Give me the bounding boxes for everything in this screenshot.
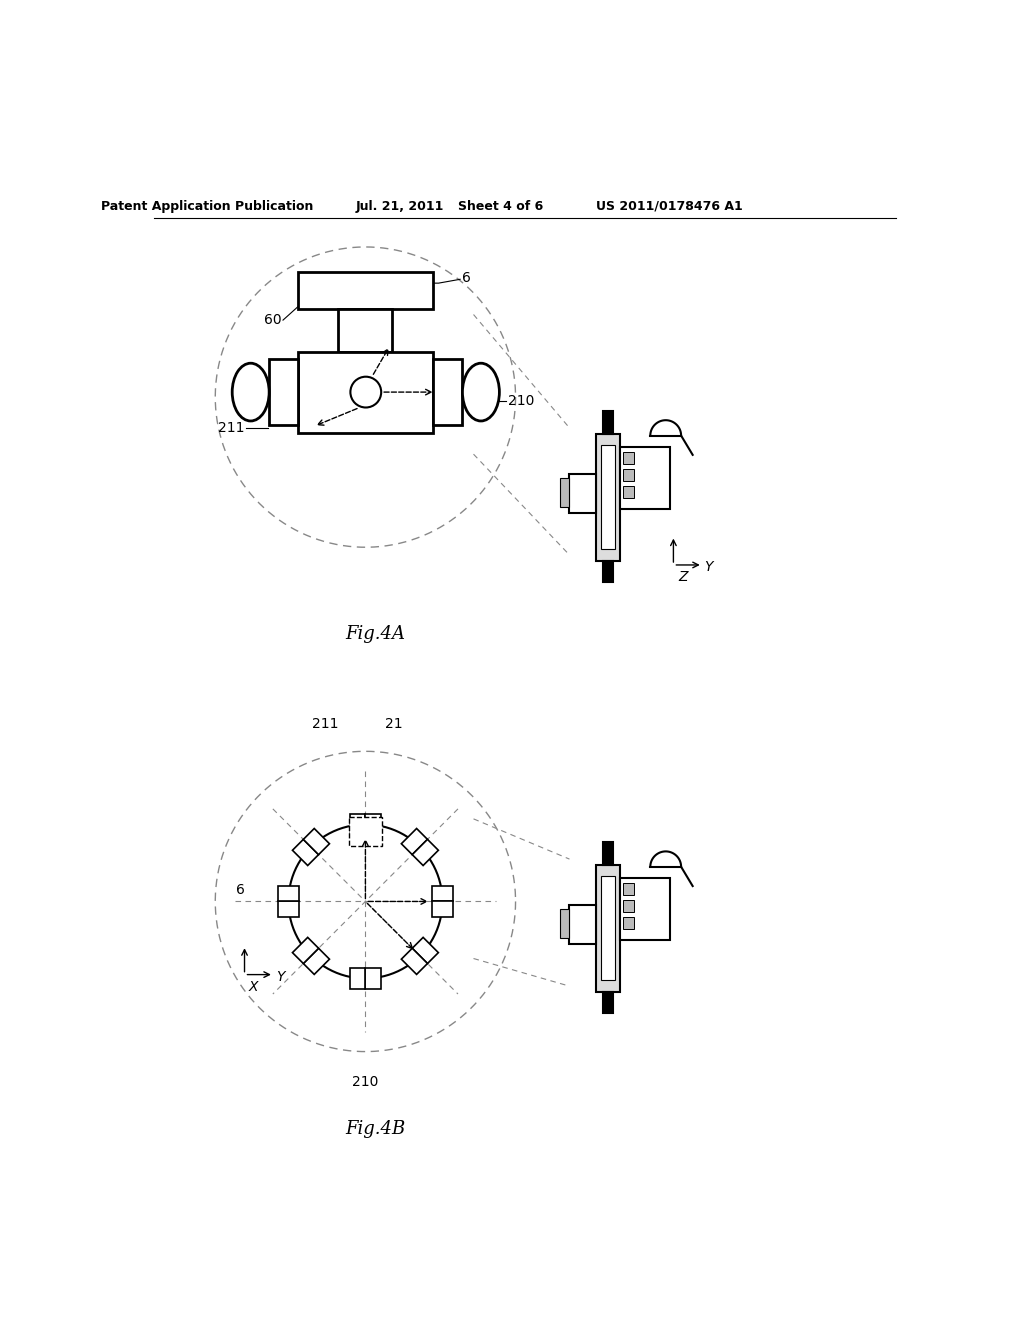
Text: 60: 60	[264, 313, 282, 327]
Bar	[602, 561, 613, 582]
Bar	[560, 909, 569, 939]
Text: 210: 210	[352, 1076, 379, 1089]
Bar	[620, 878, 670, 940]
Bar	[601, 445, 614, 549]
Bar	[602, 991, 613, 1014]
Polygon shape	[293, 840, 318, 866]
Bar	[624, 917, 634, 929]
Text: Y: Y	[705, 560, 713, 574]
Text: Fig.4A: Fig.4A	[345, 626, 406, 643]
Text: 210: 210	[508, 393, 535, 408]
Bar	[620, 447, 670, 508]
Polygon shape	[401, 829, 427, 854]
Bar	[569, 474, 596, 512]
Bar	[569, 906, 596, 944]
Polygon shape	[401, 948, 427, 974]
Polygon shape	[366, 813, 381, 836]
Circle shape	[350, 376, 381, 408]
Bar	[624, 486, 634, 498]
Text: 211: 211	[218, 421, 245, 434]
Ellipse shape	[232, 363, 269, 421]
Text: Patent Application Publication: Patent Application Publication	[101, 199, 313, 213]
Bar	[624, 469, 634, 480]
Text: 6: 6	[236, 883, 245, 896]
Ellipse shape	[463, 363, 500, 421]
Bar	[624, 451, 634, 465]
Text: Jul. 21, 2011: Jul. 21, 2011	[356, 199, 444, 213]
Bar	[433, 359, 463, 425]
Text: 6: 6	[462, 271, 471, 285]
Text: 211: 211	[312, 717, 339, 731]
Text: Z: Z	[678, 570, 687, 585]
Bar	[602, 411, 613, 434]
Bar	[339, 309, 392, 351]
Polygon shape	[303, 829, 330, 854]
Bar	[596, 434, 620, 561]
Polygon shape	[293, 937, 318, 964]
Polygon shape	[366, 968, 381, 989]
Text: X: X	[249, 979, 258, 994]
Bar	[602, 842, 613, 865]
Polygon shape	[432, 886, 454, 902]
Polygon shape	[303, 948, 330, 974]
Bar	[596, 865, 620, 991]
Bar	[269, 359, 298, 425]
Text: Sheet 4 of 6: Sheet 4 of 6	[458, 199, 543, 213]
Polygon shape	[432, 902, 454, 917]
Polygon shape	[413, 937, 438, 964]
Text: Y: Y	[275, 970, 285, 983]
Polygon shape	[278, 902, 299, 917]
Bar	[349, 817, 382, 846]
Bar	[601, 876, 614, 981]
Polygon shape	[413, 840, 438, 866]
Polygon shape	[350, 968, 366, 989]
Polygon shape	[278, 886, 299, 902]
Bar	[624, 883, 634, 895]
Bar	[298, 351, 433, 433]
Text: 21: 21	[385, 717, 402, 731]
Text: Fig.4B: Fig.4B	[345, 1119, 406, 1138]
Bar	[560, 478, 569, 507]
Bar	[624, 900, 634, 912]
Bar	[298, 272, 433, 309]
Polygon shape	[350, 813, 366, 836]
Text: US 2011/0178476 A1: US 2011/0178476 A1	[596, 199, 743, 213]
